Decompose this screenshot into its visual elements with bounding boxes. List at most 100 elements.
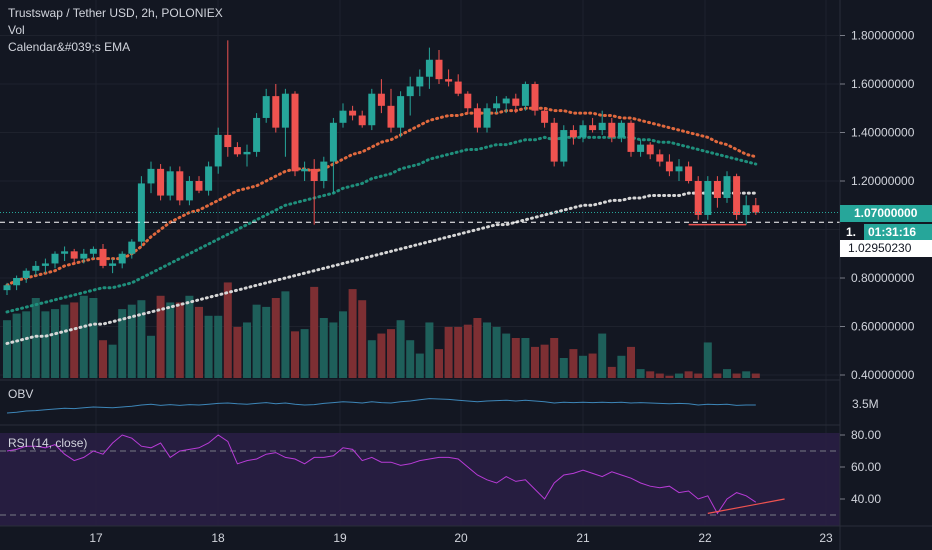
- candle-up[interactable]: [579, 120, 587, 143]
- candle-body[interactable]: [61, 251, 69, 254]
- candle-body[interactable]: [349, 110, 357, 116]
- rsi-divergence-line[interactable]: [707, 498, 785, 514]
- candle-up[interactable]: [32, 261, 40, 276]
- candle-body[interactable]: [368, 93, 376, 126]
- candle-body[interactable]: [627, 122, 635, 152]
- candle-up[interactable]: [185, 176, 193, 206]
- candle-body[interactable]: [617, 122, 625, 138]
- candle-down[interactable]: [685, 161, 693, 184]
- candle-down[interactable]: [358, 110, 366, 128]
- candle-up[interactable]: [425, 47, 433, 89]
- candle-up[interactable]: [329, 117, 337, 194]
- candle-body[interactable]: [416, 76, 424, 87]
- candle-down[interactable]: [608, 117, 616, 143]
- candle-down[interactable]: [541, 108, 549, 128]
- ema-legend[interactable]: Calendar&#039;s EMA: [8, 40, 131, 54]
- vol-legend[interactable]: Vol: [8, 23, 25, 37]
- candle-down[interactable]: [464, 91, 472, 114]
- candle-down[interactable]: [224, 40, 232, 157]
- candle-body[interactable]: [425, 59, 433, 77]
- candle-up[interactable]: [128, 239, 136, 259]
- candle-body[interactable]: [41, 263, 49, 266]
- candle-body[interactable]: [704, 181, 712, 215]
- candle-up[interactable]: [521, 81, 529, 111]
- candle-down[interactable]: [531, 81, 539, 116]
- candle-up[interactable]: [723, 171, 731, 203]
- candle-body[interactable]: [70, 251, 78, 259]
- candle-body[interactable]: [22, 270, 30, 278]
- candle-body[interactable]: [358, 115, 366, 126]
- candle-up[interactable]: [214, 127, 222, 174]
- candle-up[interactable]: [80, 248, 88, 264]
- candle-body[interactable]: [473, 108, 481, 128]
- candle-body[interactable]: [205, 166, 213, 191]
- candle-body[interactable]: [541, 110, 549, 123]
- candle-body[interactable]: [109, 263, 117, 266]
- candle-body[interactable]: [685, 166, 693, 181]
- time-axis[interactable]: 17 18 19 20 21 22 23: [89, 531, 833, 545]
- candle-up[interactable]: [13, 275, 21, 291]
- candle-body[interactable]: [733, 176, 741, 215]
- candle-body[interactable]: [176, 171, 184, 201]
- candle-body[interactable]: [646, 144, 654, 155]
- candle-body[interactable]: [32, 265, 40, 271]
- candle-body[interactable]: [598, 122, 606, 131]
- candle-body[interactable]: [320, 161, 328, 181]
- candle-up[interactable]: [166, 166, 174, 201]
- candle-down[interactable]: [233, 142, 241, 157]
- candle-up[interactable]: [3, 282, 11, 295]
- candle-body[interactable]: [397, 96, 405, 128]
- candle-body[interactable]: [589, 125, 597, 131]
- candles[interactable]: [3, 40, 760, 295]
- candle-body[interactable]: [214, 134, 222, 167]
- candle-down[interactable]: [99, 244, 107, 269]
- candle-body[interactable]: [243, 151, 251, 155]
- candle-body[interactable]: [493, 103, 501, 109]
- candle-down[interactable]: [157, 164, 165, 201]
- candle-body[interactable]: [310, 168, 318, 181]
- candle-body[interactable]: [80, 253, 88, 259]
- candle-body[interactable]: [185, 181, 193, 201]
- candle-body[interactable]: [454, 81, 462, 94]
- candle-body[interactable]: [89, 248, 97, 254]
- candle-up[interactable]: [560, 125, 568, 167]
- candle-body[interactable]: [435, 59, 443, 80]
- candle-up[interactable]: [502, 96, 510, 114]
- candle-body[interactable]: [637, 144, 645, 152]
- candle-down[interactable]: [445, 69, 453, 87]
- candle-up[interactable]: [368, 88, 376, 131]
- candle-body[interactable]: [742, 205, 750, 215]
- candle-body[interactable]: [406, 86, 414, 97]
- candle-body[interactable]: [253, 117, 261, 152]
- candle-body[interactable]: [445, 79, 453, 82]
- candle-up[interactable]: [109, 258, 117, 274]
- candle-up[interactable]: [22, 268, 30, 283]
- candle-body[interactable]: [560, 130, 568, 162]
- candle-down[interactable]: [550, 117, 558, 167]
- candle-body[interactable]: [224, 134, 232, 148]
- candle-up[interactable]: [320, 156, 328, 189]
- candle-body[interactable]: [233, 147, 241, 155]
- candle-down[interactable]: [435, 50, 443, 84]
- candle-body[interactable]: [675, 166, 683, 172]
- candle-up[interactable]: [281, 88, 289, 157]
- candle-down[interactable]: [665, 154, 673, 177]
- candle-up[interactable]: [89, 246, 97, 259]
- candle-body[interactable]: [329, 122, 337, 162]
- candle-body[interactable]: [550, 122, 558, 162]
- candle-body[interactable]: [713, 181, 721, 198]
- candle-body[interactable]: [464, 93, 472, 109]
- candle-down[interactable]: [713, 176, 721, 208]
- candle-body[interactable]: [99, 248, 107, 266]
- candle-body[interactable]: [262, 96, 270, 118]
- candle-up[interactable]: [742, 195, 750, 225]
- candle-body[interactable]: [512, 98, 520, 106]
- candle-down[interactable]: [733, 173, 741, 220]
- candle-body[interactable]: [387, 105, 395, 128]
- candle-up[interactable]: [118, 251, 126, 269]
- candle-up[interactable]: [483, 103, 491, 133]
- candle-up[interactable]: [397, 91, 405, 138]
- candle-down[interactable]: [627, 120, 635, 157]
- candle-down[interactable]: [656, 149, 664, 167]
- symbol-legend[interactable]: Trustswap / Tether USD, 2h, POLONIEX: [8, 6, 223, 20]
